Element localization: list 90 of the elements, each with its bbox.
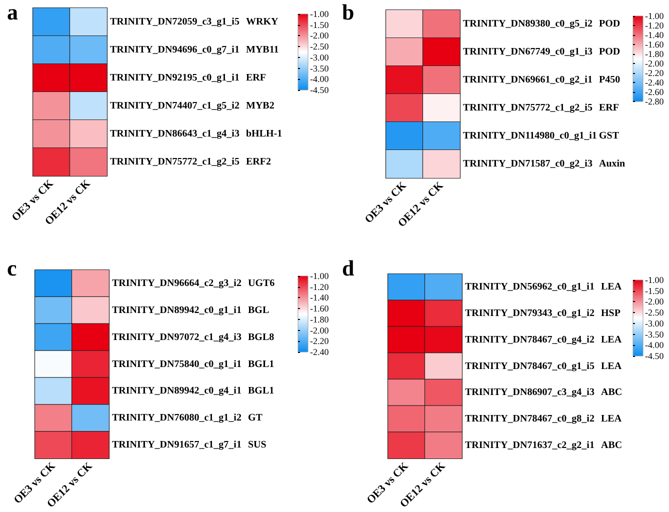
y-tick-label: TRINITY_DN92195_c0_g1_i1 [110,72,240,84]
y-tick-label: TRINITY_DN75840_c0_g1_i1 [112,358,242,370]
y2-tick-label: HSP [601,308,620,320]
y2-tick-label: LEA [601,282,622,293]
y-tick-label: TRINITY_DN78467_c0_g1_i5 [465,360,594,372]
color-bar-label: -1.00 [310,9,330,19]
y-tick-label: TRINITY_DN96664_c2_g3_i2 [112,278,242,289]
y2-tick-label: LEA [601,360,622,372]
color-bar-label: -1.20 [645,20,664,30]
y-tick-label: TRINITY_DN74407_c1_g5_i2 [110,100,240,112]
color-bar-label: -2.00 [310,325,330,336]
color-bar-label: -3.00 [310,52,330,62]
color-bar-label: -1.40 [645,30,664,40]
y2-tick-label: GT [248,412,263,424]
y2-tick-label: ERF2 [246,156,271,168]
y-tick-label: TRINITY_DN75772_c1_g2_i5 [463,102,592,114]
y2-tick-label: UGT6 [248,278,275,289]
color-bar-label: -3.50 [310,63,330,74]
color-bar-label: -2.00 [645,296,664,307]
chart-title: c [7,256,17,280]
color-bar-label: -2.80 [645,96,664,106]
color-bar-label: -4.00 [310,74,330,84]
color-bar-label: -2.40 [645,78,664,88]
y2-tick-label: BGL1 [248,358,274,370]
color-bar-label: -3.00 [645,318,664,328]
y-tick-label: TRINITY_DN71637_c2_g2_i1 [465,440,594,451]
color-bar-label: -1.50 [310,20,330,30]
y2-tick-label: MYB2 [246,100,274,112]
y-tick-label: TRINITY_DN79343_c0_g1_i2 [465,308,594,320]
color-bar-label: -1.20 [310,282,330,292]
color-bar-label: -1.60 [645,40,664,50]
y-tick-label: TRINITY_DN78467_c0_g8_i2 [465,413,594,424]
y2-tick-label: ABC [601,387,622,398]
color-bar-label: -2.20 [645,68,664,78]
y2-tick-label: LEA [601,334,622,346]
y-tick-label: TRINITY_DN69661_c0_g2_i1 [463,74,592,86]
y-tick-label: TRINITY_DN67749_c0_g1_i3 [463,46,592,58]
color-bar-label: -1.80 [310,314,330,324]
y2-tick-label: LEA [601,413,622,424]
color-bar-label: -2.00 [645,58,664,68]
color-bar-label: -1.80 [645,49,664,59]
y2-tick-label: bHLH-1 [246,128,282,140]
y-tick-label: TRINITY_DN86907_c3_g4_i3 [465,387,594,398]
chart-title: d [342,256,354,280]
y2-tick-label: P450 [599,74,620,86]
y-tick-label: TRINITY_DN75772_c1_g2_i5 [110,156,240,168]
color-bar-label: -4.50 [645,351,664,361]
color-bar-label: -1.00 [645,275,664,285]
color-bar-label: -2.60 [645,87,664,97]
y-tick-label: TRINITY_DN94696_c0_g7_i1 [110,44,240,56]
chart-title: b [342,0,354,24]
y-tick-label: TRINITY_DN89380_c0_g5_i2 [463,18,592,30]
y-tick-label: TRINITY_DN71587_c0_g2_i3 [463,158,592,170]
y2-tick-label: ERF [246,72,266,84]
y-tick-label: TRINITY_DN72059_c3_g1_i5 [110,16,240,28]
color-bar-label: -2.40 [310,347,330,357]
color-bar-label: -1.00 [310,271,330,281]
color-bar-label: -1.40 [310,292,330,303]
y-tick-label: TRINITY_DN76080_c1_g1_i2 [112,412,242,424]
y-tick-label: TRINITY_DN97072_c1_g4_i3 [112,332,242,343]
y2-tick-label: POD [599,18,620,30]
color-bar-label: -1.50 [645,286,664,296]
y-tick-label: TRINITY_DN56962_c0_g1_i1 [465,282,594,293]
y2-tick-label: MYB11 [246,44,279,56]
y-tick-label: TRINITY_DN89942_c0_g4_i1 [112,386,242,397]
color-bar-label: -2.50 [645,308,664,318]
y-tick-label: TRINITY_DN89942_c0_g1_i1 [112,304,242,316]
y2-tick-label: ERF [599,102,619,114]
y2-tick-label: POD [599,46,620,58]
y2-tick-label: ABC [601,440,622,451]
y2-tick-label: Auxin [599,158,626,170]
color-bar-label: -2.00 [310,30,330,41]
y-tick-label: TRINITY_DN78467_c0_g4_i2 [465,334,594,346]
y-tick-label: TRINITY_DN114980_c0_g1_i1 [463,130,597,142]
color-bar-label: -1.60 [310,304,330,314]
chart-title: a [7,0,18,24]
color-bar-label: -4.00 [645,340,664,350]
color-bar-label: -2.50 [310,42,330,52]
color-bar-label: -2.20 [310,336,330,346]
color-bar-label: -4.50 [310,85,330,95]
y2-tick-label: BGL [248,304,270,316]
color-bar-label: -3.50 [645,329,664,340]
y2-tick-label: BGL8 [248,332,274,343]
color-bar-label: -1.00 [645,11,664,21]
y-tick-label: TRINITY_DN86643_c1_g4_i3 [110,128,240,140]
y2-tick-label: GST [599,130,620,142]
y2-tick-label: WRKY [246,16,279,28]
y2-tick-label: SUS [248,440,267,451]
y2-tick-label: BGL1 [248,386,274,397]
y-tick-label: TRINITY_DN91657_c1_g7_i1 [112,440,242,451]
